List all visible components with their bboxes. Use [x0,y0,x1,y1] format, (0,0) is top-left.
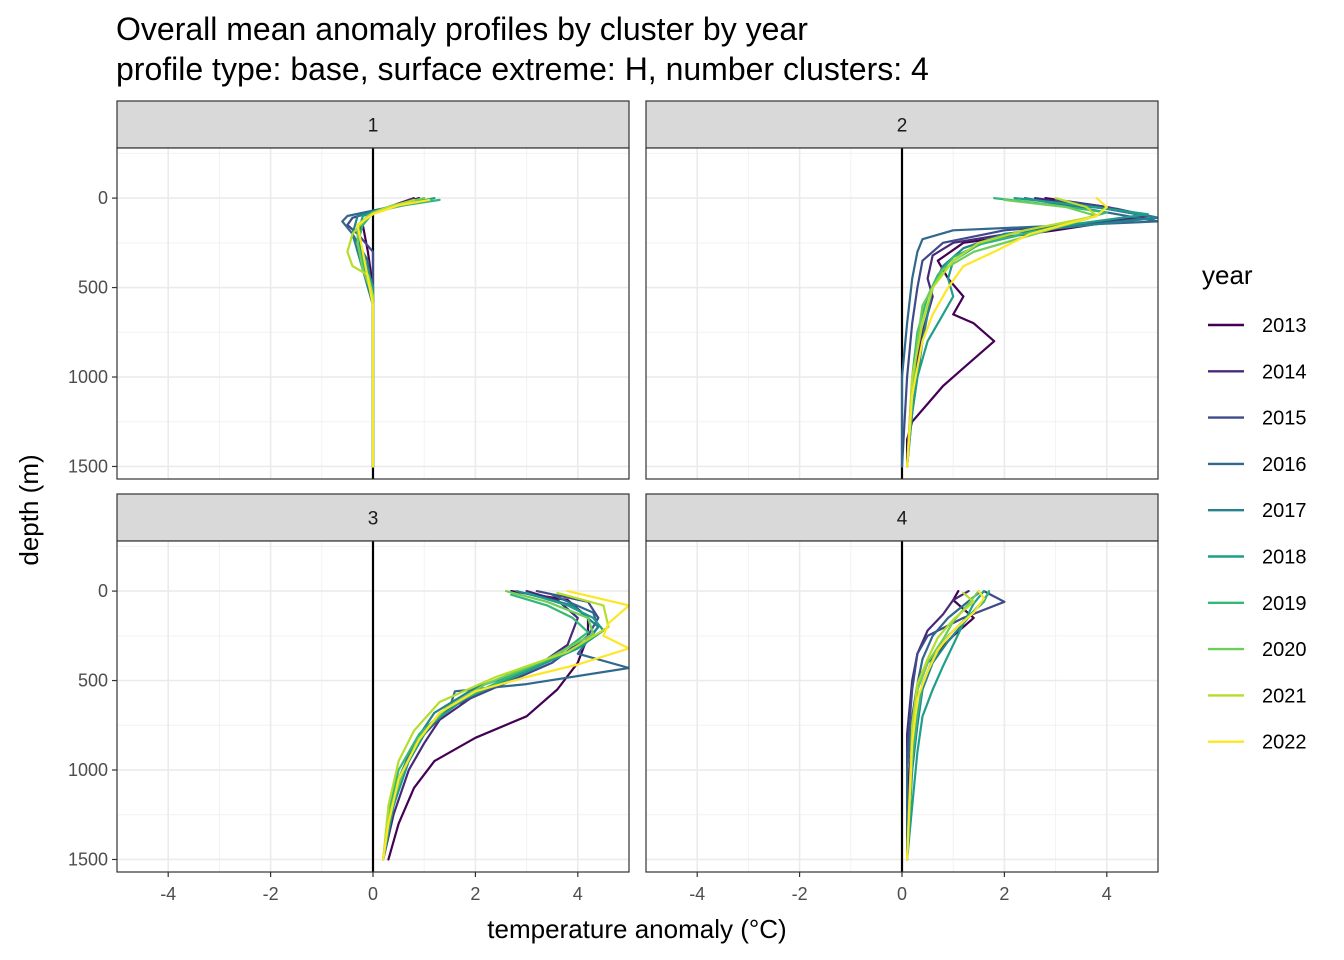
legend-title: year [1202,260,1253,290]
facet-strip-label: 2 [897,116,908,137]
legend-label-2021: 2021 [1262,685,1307,707]
series-line-2015 [905,589,1006,861]
series-line-2022 [905,589,986,861]
series-line-2021 [905,591,975,861]
series-line-2014 [905,589,970,861]
series-group [382,589,629,861]
facet-strip-label: 1 [368,116,379,137]
y-tick-label: 0 [98,188,108,208]
legend-label-2018: 2018 [1262,547,1307,569]
series-line-2020 [382,589,595,861]
facet-panels: 1 0 500 1000 1500 2 3 0 500 1000 1500 -4 -2 0 2 4 4 -4 -2 0… [68,100,1159,904]
legend-label-2014: 2014 [1262,361,1307,383]
series-line-2018 [382,591,605,861]
legend-label-2013: 2013 [1262,315,1307,337]
series-line-2022 [905,197,1108,468]
x-tick-label: -4 [689,884,705,904]
series-line-2018 [905,197,1149,468]
facet-strip [645,100,1159,149]
facet-strip-label: 4 [897,509,908,530]
y-tick-label: 1500 [68,849,108,869]
y-tick-label: 500 [78,278,108,298]
x-tick-label: 2 [999,884,1009,904]
series-line-2021 [905,197,1098,468]
legend-label-2016: 2016 [1262,454,1307,476]
x-tick-label: 2 [470,884,480,904]
series-group [905,589,1006,861]
series-line-2022 [356,198,431,468]
x-tick-label: -2 [263,884,279,904]
series-line-2022 [382,589,629,861]
y-axis-label: depth (m) [14,454,44,565]
x-tick-label: 0 [368,884,378,904]
y-tick-label: 500 [78,671,108,691]
legend-label-2019: 2019 [1262,593,1307,615]
chart-subtitle: profile type: base, surface extreme: H, … [116,51,929,87]
x-tick-label: -2 [792,884,808,904]
facet-panel-2: 2 [645,100,1159,480]
facet-strip [116,493,630,542]
series-group [341,197,441,468]
facet-strip-label: 3 [368,509,379,530]
y-tick-label: 1500 [68,456,108,476]
series-line-2016 [900,197,1158,468]
panel-border [116,147,630,480]
series-line-2021 [346,198,416,468]
x-tick-label: -4 [160,884,176,904]
y-tick-label: 1000 [68,760,108,780]
x-tick-label: 4 [1102,884,1112,904]
x-tick-label: 4 [573,884,583,904]
facet-panel-1: 1 0 500 1000 1500 [68,100,630,480]
series-line-2021 [382,591,610,861]
legend: year 2013 2014 2015 2016 2017 2018 2019 2020 202… [1202,260,1307,754]
series-group [900,197,1158,468]
facet-strip [116,100,630,149]
facet-panel-4: 4 -4 -2 0 2 4 [645,493,1159,904]
legend-label-2020: 2020 [1262,639,1307,661]
facet-strip [645,493,1159,542]
chart-title: Overall mean anomaly profiles by cluster… [116,11,808,47]
legend-label-2015: 2015 [1262,408,1307,430]
x-axis-label: temperature anomaly (°C) [487,914,786,944]
facet-panel-3: 3 0 500 1000 1500 -4 -2 0 2 4 [68,493,630,904]
legend-label-2022: 2022 [1262,732,1307,754]
x-tick-label: 0 [897,884,907,904]
y-tick-label: 0 [98,581,108,601]
series-line-2016 [905,591,980,861]
panel-border [645,147,1159,480]
y-tick-label: 1000 [68,367,108,387]
legend-label-2017: 2017 [1262,500,1307,522]
series-line-2019 [382,593,590,861]
series-line-2018 [905,589,986,861]
